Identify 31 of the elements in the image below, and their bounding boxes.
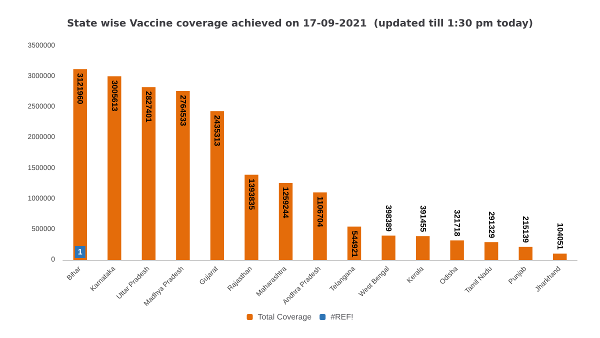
bar [416, 236, 430, 260]
bar [210, 111, 224, 260]
bar [176, 90, 190, 260]
chart-title: State wise Vaccine coverage achieved on 17-09-2021 (updated till 1:30 pm today) [66, 18, 534, 30]
data-label: 104051 [555, 222, 564, 250]
data-label: 544921 [350, 230, 359, 258]
data-label: 1 [78, 248, 83, 256]
data-label: 2764533 [178, 94, 188, 127]
data-label: 3121960 [76, 73, 85, 105]
bar [73, 69, 87, 260]
data-label: 3005613 [110, 80, 119, 112]
data-label: 215139 [521, 216, 530, 244]
bar [518, 246, 532, 260]
data-label: 291329 [486, 211, 496, 239]
bar [450, 240, 464, 260]
data-label: 1393835 [246, 178, 256, 210]
data-label: 1106704 [316, 196, 324, 228]
bar [108, 76, 122, 260]
data-label: 321718 [452, 210, 462, 237]
legend-label: #REF! [330, 312, 354, 322]
bar [244, 174, 258, 260]
data-label: 2827401 [144, 91, 154, 123]
data-label: 398389 [384, 204, 394, 232]
data-label: 2435313 [212, 115, 222, 147]
bar [553, 254, 567, 260]
data-label: 1259244 [281, 187, 290, 219]
data-label: 391455 [418, 205, 428, 233]
bar [142, 87, 156, 260]
legend-label: Total Coverage [258, 312, 312, 322]
bar [382, 236, 396, 260]
bar [484, 242, 498, 260]
